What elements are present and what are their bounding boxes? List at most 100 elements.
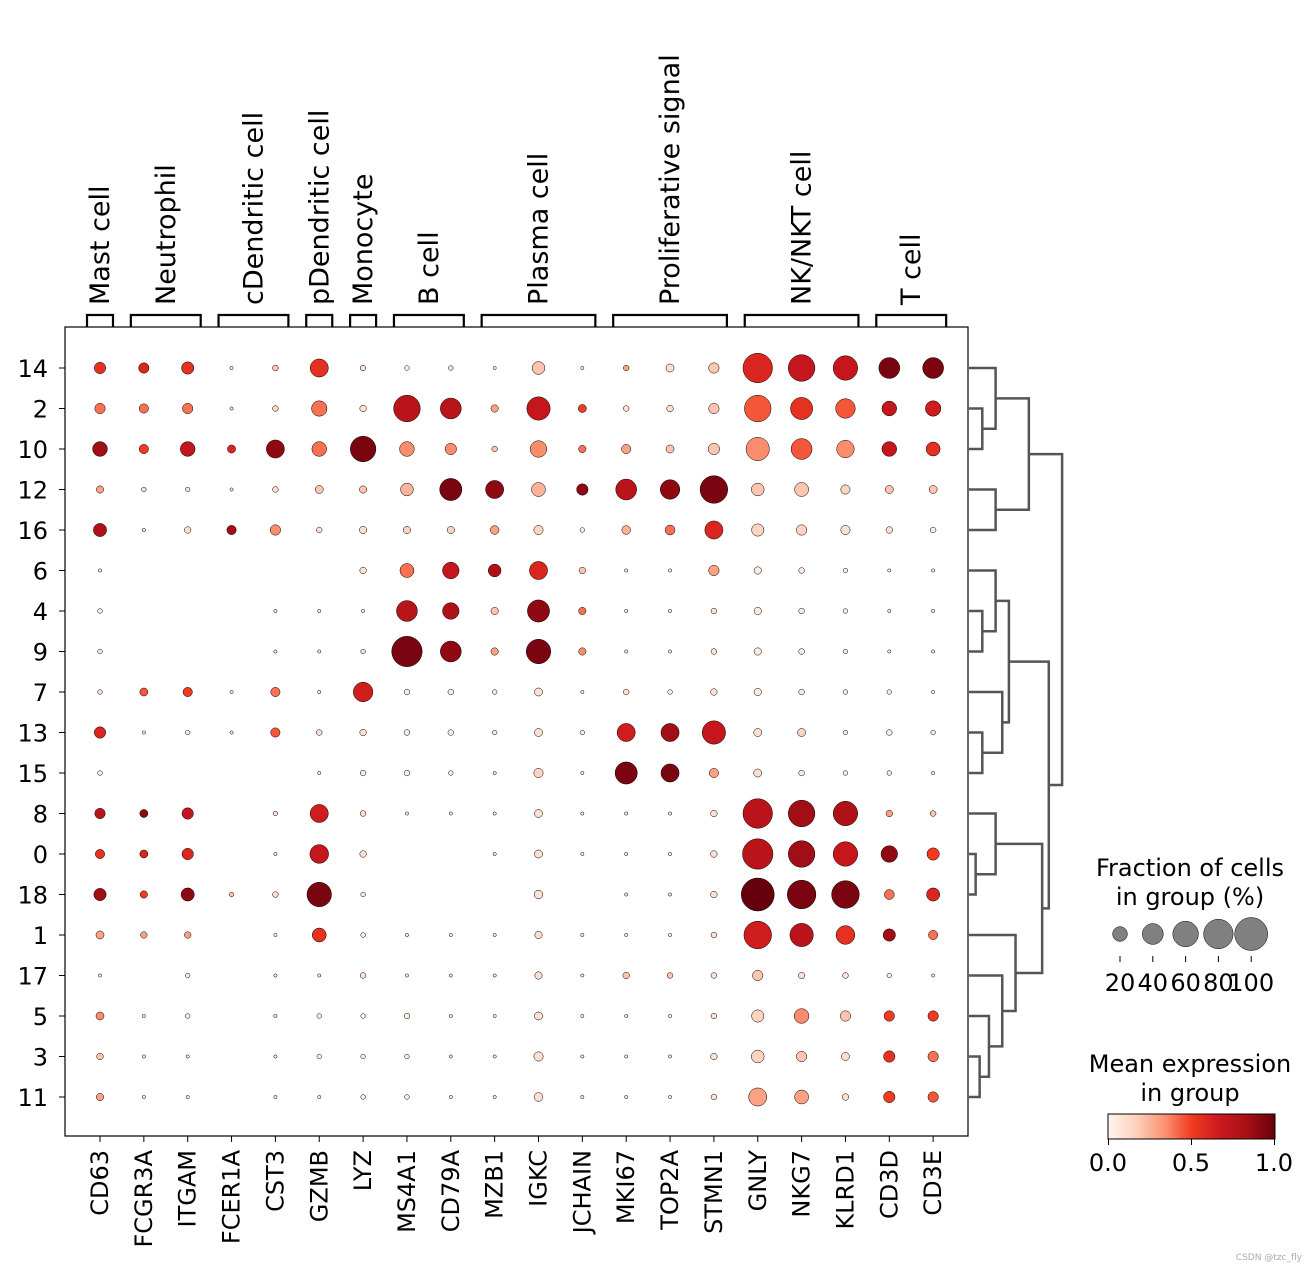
dendro-link-0 — [969, 407, 984, 451]
dot-13-cst3 — [270, 727, 281, 738]
dot-14-mki67 — [623, 364, 630, 372]
group-label-9: 9 — [33, 639, 48, 667]
cell-type-label-neutrophil: Neutrophil — [151, 164, 182, 305]
dot-3-fcgr3a — [141, 1054, 146, 1059]
dot-15-top2a — [660, 763, 680, 783]
dot-15-ms4a1 — [403, 769, 411, 777]
dot-11-lyz — [360, 1094, 366, 1100]
dot-10-fcer1a — [227, 444, 236, 454]
dot-5-ms4a1 — [403, 1012, 411, 1020]
dot-16-ms4a1 — [403, 526, 411, 534]
dot-9-jchain — [578, 647, 587, 656]
color-legend-title-2: in group — [1140, 1079, 1239, 1107]
dot-1-top2a — [668, 933, 672, 937]
dot-8-mzb1 — [492, 811, 497, 816]
dot-0-cd3d — [880, 845, 898, 863]
dot-7-fcer1a — [229, 690, 234, 694]
dot-14-cd79a — [448, 365, 454, 371]
dot-15-cd3e — [931, 771, 936, 775]
dot-13-top2a — [660, 723, 680, 742]
dot-14-cst3 — [272, 364, 279, 372]
dot-16-cd63 — [93, 523, 107, 537]
dot-17-cd63 — [98, 973, 102, 978]
dot-15-jchain — [580, 771, 585, 775]
dendro-link-4 — [969, 609, 984, 653]
dot-14-lyz — [359, 364, 367, 372]
dot-4-jchain — [578, 607, 587, 615]
dot-16-itgam — [184, 526, 192, 534]
gene-label-stmn1: STMN1 — [700, 1150, 728, 1234]
dot-11-cst3 — [273, 1095, 278, 1099]
dendrogram — [969, 366, 1064, 1099]
dot-9-klrd1 — [842, 648, 849, 655]
dot-5-mki67 — [624, 1014, 629, 1018]
dot-1-gnly — [743, 920, 772, 950]
dot-1-mzb1 — [492, 933, 497, 937]
dot-5-lyz — [360, 1013, 366, 1019]
dot-18-nkg7 — [787, 879, 817, 910]
dot-18-fcgr3a — [139, 890, 148, 899]
dot-12-lyz — [359, 485, 368, 494]
dot-5-cd79a — [448, 1014, 453, 1018]
dot-7-jchain — [580, 690, 585, 694]
dot-9-mzb1 — [490, 647, 499, 656]
dot-9-ms4a1 — [391, 636, 423, 667]
gene-label-igkc: IGKC — [525, 1150, 553, 1207]
gene-label-klrd1: KLRD1 — [831, 1150, 859, 1230]
cell-type-label-proliferative-signal: Proliferative signal — [655, 54, 686, 305]
dot-17-klrd1 — [842, 972, 849, 979]
dot-13-gnly — [753, 728, 763, 737]
dot-10-gnly — [745, 437, 770, 461]
gene-label-itgam: ITGAM — [174, 1150, 202, 1227]
dot-8-jchain — [580, 811, 585, 816]
dot-1-fcgr3a — [140, 931, 148, 939]
dot-12-fcer1a — [229, 487, 234, 492]
dot-18-gnly — [741, 877, 775, 912]
dot-0-klrd1 — [832, 841, 858, 867]
dot-14-nkg7 — [788, 354, 816, 382]
dot-8-gzmb — [309, 804, 329, 823]
dot-13-lyz — [359, 728, 367, 737]
size-legend-title-2: in group (%) — [1116, 883, 1264, 911]
dot-16-cst3 — [269, 524, 281, 536]
dot-9-cd79a — [440, 640, 462, 663]
dendro-link-7 — [969, 690, 1004, 754]
gene-label-lyz: LYZ — [349, 1150, 377, 1191]
dot-13-klrd1 — [842, 729, 849, 736]
dot-4-klrd1 — [842, 608, 849, 614]
dot-0-mzb1 — [492, 852, 497, 856]
dot-2-cd3d — [881, 400, 897, 417]
dot-17-cd3d — [886, 972, 892, 979]
dot-8-gnly — [742, 798, 773, 829]
dot-11-cd3e — [927, 1091, 939, 1103]
size-legend-dot-80 — [1203, 918, 1234, 950]
dot-14-klrd1 — [832, 355, 858, 381]
bracket-mast-cell — [85, 313, 115, 327]
dot-0-gnly — [742, 838, 774, 870]
dot-7-itgam — [182, 687, 193, 697]
dot-14-jchain — [580, 366, 585, 370]
bracket-neutrophil — [129, 313, 202, 327]
dot-18-cd3d — [884, 889, 895, 900]
dot-8-lyz — [359, 810, 367, 817]
dot-15-lyz — [359, 769, 367, 777]
dot-2-stmn1 — [708, 403, 720, 414]
dot-10-cd3d — [881, 441, 897, 457]
dot-18-cd3e — [926, 887, 941, 902]
dot-1-lyz — [360, 932, 366, 938]
group-label-4: 4 — [33, 598, 48, 626]
dendro-link-3 — [995, 397, 1031, 511]
dot-16-cd3e — [930, 526, 937, 534]
dot-16-gnly — [751, 523, 765, 537]
dot-8-top2a — [668, 811, 672, 816]
dot-17-stmn1 — [710, 972, 718, 979]
dot-11-jchain — [580, 1095, 585, 1099]
dot-2-top2a — [666, 404, 674, 413]
dot-9-nkg7 — [798, 648, 805, 655]
dot-15-gzmb — [317, 771, 322, 775]
cell-type-label-nk-nkt-cell: NK/NKT cell — [787, 151, 818, 305]
dot-7-stmn1 — [710, 688, 718, 696]
dot-17-mki67 — [622, 971, 630, 980]
dot-8-cd63 — [94, 808, 106, 819]
